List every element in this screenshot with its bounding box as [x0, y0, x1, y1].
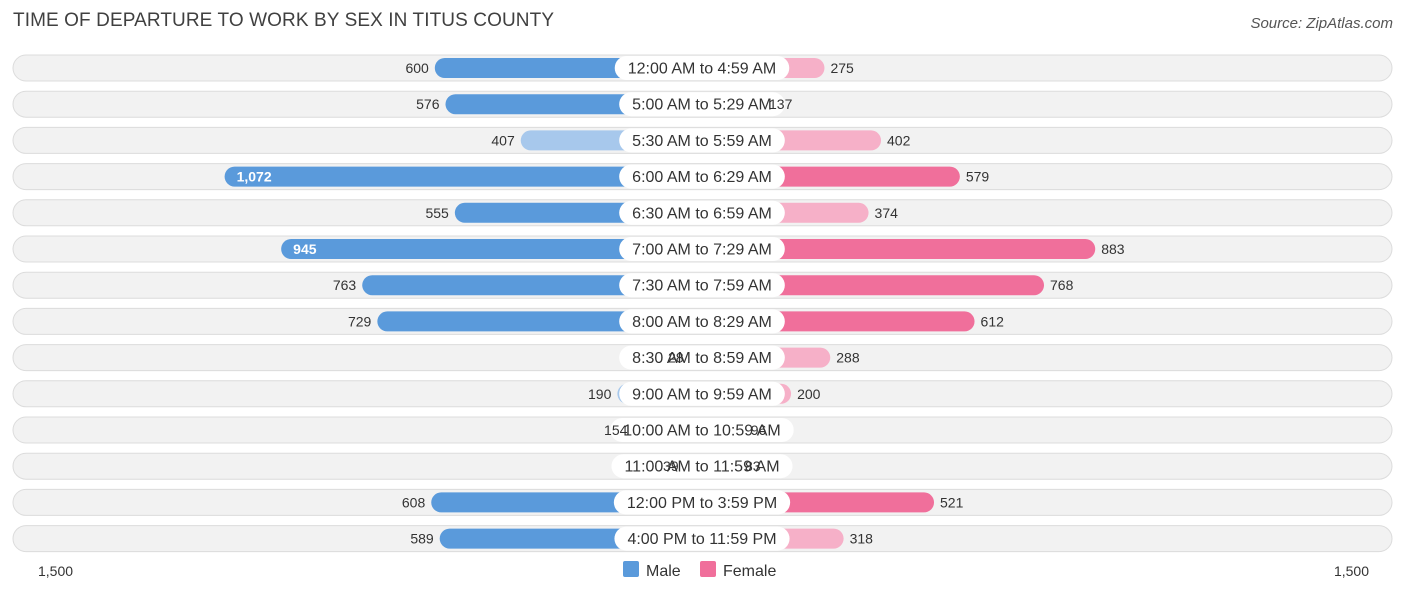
- female-value-label: 83: [745, 458, 761, 474]
- male-value-label: 576: [416, 96, 440, 112]
- category-label-bg: [619, 309, 785, 334]
- male-value-label: 154: [604, 422, 628, 438]
- female-value-label: 402: [887, 132, 911, 148]
- chart-title: TIME OF DEPARTURE TO WORK BY SEX IN TITU…: [13, 10, 555, 31]
- category-label: 8:00 AM to 8:29 AM: [632, 314, 772, 331]
- category-label-bg: [619, 164, 785, 189]
- category-label: 6:00 AM to 6:29 AM: [632, 169, 772, 186]
- category-label-bg: [619, 200, 785, 225]
- male-value-label: 28: [668, 350, 684, 366]
- category-label: 8:30 AM to 8:59 AM: [632, 350, 772, 367]
- category-label-bg: [610, 418, 794, 442]
- male-value-label: 555: [425, 205, 449, 221]
- male-value-label: 763: [333, 277, 357, 293]
- legend-swatch-male: [623, 561, 639, 577]
- category-label: 6:30 AM to 6:59 AM: [632, 205, 772, 222]
- category-label-bg: [619, 345, 785, 370]
- male-value-label: 600: [405, 60, 429, 76]
- category-label: 11:00 AM to 11:59 AM: [624, 459, 779, 476]
- category-label-bg: [619, 273, 785, 298]
- category-label-bg: [614, 526, 790, 551]
- source-label: Source: ZipAtlas.com: [1250, 15, 1393, 32]
- male-value-label: 407: [491, 132, 515, 148]
- category-label: 4:00 PM to 11:59 PM: [627, 531, 776, 548]
- female-value-label: 521: [940, 494, 964, 510]
- female-value-label: 137: [769, 96, 793, 112]
- axis-tick-right: 1,500: [1334, 563, 1369, 579]
- male-value-label: 39: [663, 458, 679, 474]
- axis-layer: 1,500 1,500: [38, 563, 1369, 579]
- female-value-label: 883: [1101, 241, 1125, 257]
- legend-label-male: Male: [646, 563, 681, 580]
- legend: Male Female: [623, 561, 776, 580]
- male-value-label: 945: [293, 241, 317, 257]
- male-bar: [281, 239, 712, 259]
- category-label-bg: [619, 128, 785, 153]
- female-value-label: 288: [836, 350, 860, 366]
- male-value-label: 729: [348, 313, 372, 329]
- category-label: 5:30 AM to 5:59 AM: [632, 133, 772, 150]
- legend-swatch-female: [700, 561, 716, 577]
- category-label: 9:00 AM to 9:59 AM: [632, 386, 772, 403]
- category-label-bg: [614, 56, 790, 80]
- category-label-bg: [619, 237, 785, 261]
- labels-layer: 12:00 AM to 4:59 AM 600 275 5:00 AM to 5:29…: [237, 56, 1125, 551]
- male-value-label: 190: [588, 386, 612, 402]
- female-value-label: 96: [751, 422, 767, 438]
- male-value-label: 1,072: [237, 169, 272, 185]
- female-value-label: 200: [797, 386, 821, 402]
- category-label: 7:30 AM to 7:59 AM: [632, 278, 772, 295]
- female-bar: [692, 239, 1096, 259]
- category-label: 7:00 AM to 7:29 AM: [632, 242, 772, 259]
- category-label: 10:00 AM to 10:59 AM: [623, 423, 780, 440]
- category-label-bg: [613, 490, 791, 515]
- legend-label-female: Female: [723, 563, 776, 580]
- female-value-label: 768: [1050, 277, 1074, 293]
- male-value-label: 589: [410, 531, 434, 547]
- category-label-bg: [619, 381, 785, 406]
- female-value-label: 579: [966, 169, 990, 185]
- female-value-label: 318: [850, 531, 874, 547]
- category-label: 12:00 AM to 4:59 AM: [628, 61, 777, 78]
- category-label: 5:00 AM to 5:29 AM: [632, 97, 772, 114]
- female-value-label: 374: [875, 205, 899, 221]
- female-value-label: 275: [830, 60, 854, 76]
- category-label: 12:00 PM to 3:59 PM: [627, 495, 777, 512]
- axis-tick-left: 1,500: [38, 563, 73, 579]
- male-bar: [224, 166, 712, 187]
- male-value-label: 608: [402, 494, 426, 510]
- category-label-bg: [619, 92, 785, 117]
- female-value-label: 612: [981, 313, 1005, 329]
- category-label-bg: [611, 454, 793, 479]
